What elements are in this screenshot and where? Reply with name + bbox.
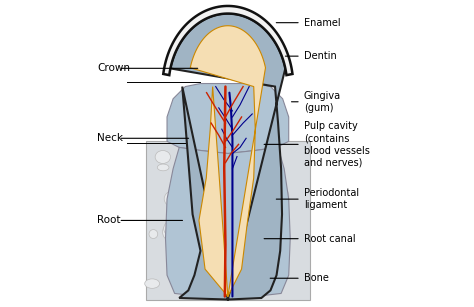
Text: Gingiva
(gum): Gingiva (gum)	[304, 91, 341, 113]
Ellipse shape	[164, 223, 173, 234]
Text: Crown: Crown	[97, 63, 130, 73]
Ellipse shape	[163, 225, 173, 239]
Ellipse shape	[267, 177, 278, 185]
Polygon shape	[165, 147, 290, 300]
Text: Bone: Bone	[304, 273, 329, 283]
Ellipse shape	[259, 195, 273, 208]
Ellipse shape	[157, 164, 169, 171]
Ellipse shape	[149, 230, 158, 239]
Ellipse shape	[246, 274, 255, 279]
Ellipse shape	[223, 282, 239, 293]
Text: Root: Root	[97, 216, 120, 225]
Text: Dentin: Dentin	[304, 51, 337, 61]
Ellipse shape	[164, 191, 179, 206]
Ellipse shape	[210, 236, 220, 248]
Ellipse shape	[213, 212, 221, 218]
Ellipse shape	[273, 259, 279, 267]
Ellipse shape	[256, 228, 273, 240]
Text: Enamel: Enamel	[304, 18, 340, 28]
Ellipse shape	[280, 189, 289, 204]
Ellipse shape	[240, 235, 256, 242]
Bar	[146, 141, 310, 300]
Text: Periodontal
ligament: Periodontal ligament	[304, 188, 359, 210]
Text: Root canal: Root canal	[304, 234, 356, 244]
Ellipse shape	[253, 239, 271, 253]
Ellipse shape	[186, 195, 199, 208]
Ellipse shape	[199, 277, 207, 291]
Ellipse shape	[169, 219, 177, 231]
Ellipse shape	[207, 173, 221, 181]
Ellipse shape	[237, 213, 250, 221]
Ellipse shape	[242, 223, 255, 235]
Polygon shape	[163, 6, 292, 75]
Ellipse shape	[259, 266, 271, 271]
Polygon shape	[167, 84, 289, 154]
Polygon shape	[171, 14, 285, 300]
Ellipse shape	[145, 279, 160, 288]
Ellipse shape	[239, 175, 250, 182]
Ellipse shape	[155, 150, 171, 163]
Ellipse shape	[191, 240, 203, 247]
Ellipse shape	[259, 190, 271, 198]
Text: Neck: Neck	[97, 133, 123, 143]
Polygon shape	[190, 26, 265, 297]
Text: Pulp cavity
(contains
blood vessels
and nerves): Pulp cavity (contains blood vessels and …	[304, 121, 370, 168]
